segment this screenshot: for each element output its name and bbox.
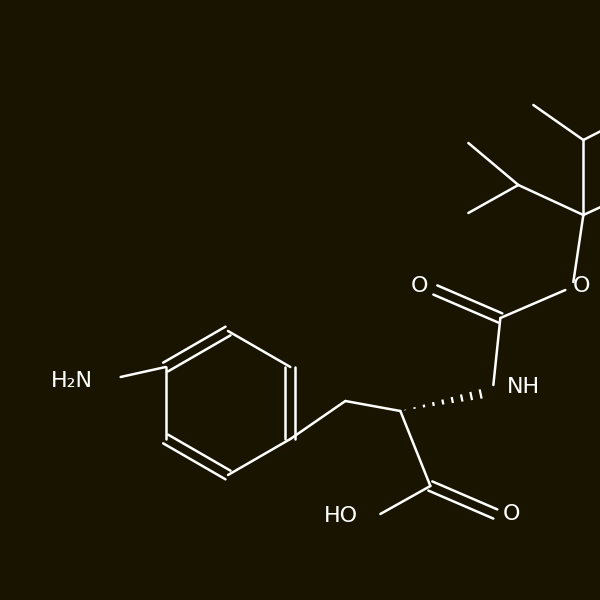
Text: O: O (410, 276, 428, 296)
Text: O: O (572, 276, 590, 296)
Text: O: O (503, 504, 520, 524)
Text: NH: NH (508, 377, 541, 397)
Text: HO: HO (324, 506, 358, 526)
Text: H₂N: H₂N (50, 371, 92, 391)
